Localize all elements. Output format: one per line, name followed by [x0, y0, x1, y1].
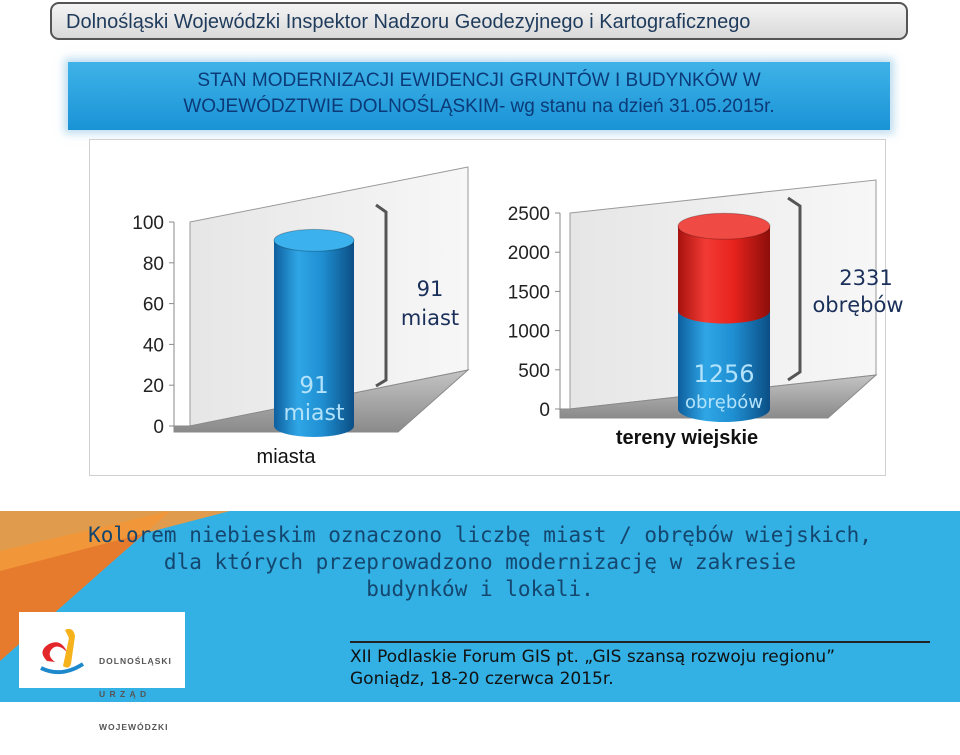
slide-title-line-2: WOJEWÓDZTWIE DOLNOŚLĄSKIM- wg stanu na d…	[183, 96, 775, 117]
logo-text: DOLNOŚLĄSKI U R Z Ą D WOJEWÓDZKI	[99, 634, 172, 755]
y-tick-label: 1500	[508, 282, 550, 303]
bar-value-label: 1256	[693, 360, 754, 388]
cylinder-bar-top	[677, 212, 771, 240]
y-tick-label: 100	[132, 213, 164, 234]
left-chart-annotation-line-2: miast	[401, 306, 459, 330]
slide-title-line-1: STAN MODERNIZACJI EWIDENCJI GRUNTÓW I BU…	[197, 70, 761, 91]
chart-note-line-2: dla których przeprowadzono modernizację …	[163, 550, 797, 574]
y-tick-label: 2000	[508, 243, 550, 264]
logo-text-line-1: DOLNOŚLĄSKI	[99, 656, 172, 666]
chart-note: Kolorem niebieskim oznaczono liczbę mias…	[60, 522, 900, 603]
cylinder-bar-body	[678, 310, 770, 422]
logo-text-line-2: U R Z Ą D	[99, 689, 148, 699]
chart-note-line-3: budynków i lokali.	[366, 577, 594, 601]
logo: DOLNOŚLĄSKI U R Z Ą D WOJEWÓDZKI	[19, 612, 185, 732]
y-tick-label: 2500	[508, 204, 550, 225]
left-chart-bracket	[375, 203, 388, 388]
y-tick-label: 0	[153, 417, 164, 438]
y-tick-label: 60	[143, 295, 164, 316]
right-chart-annotation-line-1: 2331	[839, 266, 892, 290]
y-tick-label: 40	[143, 335, 164, 356]
y-tick-label: 500	[518, 361, 550, 382]
right-chart-annotation-line-2: obrębów	[812, 293, 903, 317]
chart-note-line-1: Kolorem niebieskim oznaczono liczbę mias…	[88, 523, 872, 547]
bar-unit-label: miast	[283, 401, 344, 426]
right-chart: 0 500 1000 1500 2000 2500 1256 obrębów tereny …	[508, 179, 904, 449]
logo-text-line-3: WOJEWÓDZKI	[99, 722, 169, 732]
footer-line-1: XII Podlaskie Forum GIS pt. „GIS szansą …	[350, 647, 836, 667]
bar-unit-label: obrębów	[685, 392, 763, 413]
y-tick-label: 1000	[508, 322, 550, 343]
bar-value-label: 91	[299, 373, 328, 399]
cylinder-bar-body	[274, 240, 354, 437]
right-chart-category-label: tereny wiejskie	[616, 427, 758, 449]
cylinder-bar-body	[678, 226, 770, 324]
footer-event: XII Podlaskie Forum GIS pt. „GIS szansą …	[350, 646, 910, 690]
page-header-title: Dolnośląski Wojewódzki Inspektor Nadzoru…	[50, 2, 908, 40]
y-tick-label: 80	[143, 254, 164, 275]
cylinder-bar-top	[273, 228, 355, 252]
y-tick-label: 0	[539, 400, 550, 421]
footer-divider	[350, 641, 930, 643]
right-chart-bracket	[787, 196, 802, 382]
footer-line-2: Goniądz, 18-20 czerwca 2015r.	[350, 669, 614, 689]
left-chart-annotation-line-1: 91	[417, 277, 444, 301]
y-tick-label: 20	[143, 376, 164, 397]
left-chart-category-label: miasta	[257, 446, 317, 468]
logo-mark-icon	[40, 628, 85, 675]
slide-title-banner: STAN MODERNIZACJI EWIDENCJI GRUNTÓW I BU…	[68, 62, 890, 130]
